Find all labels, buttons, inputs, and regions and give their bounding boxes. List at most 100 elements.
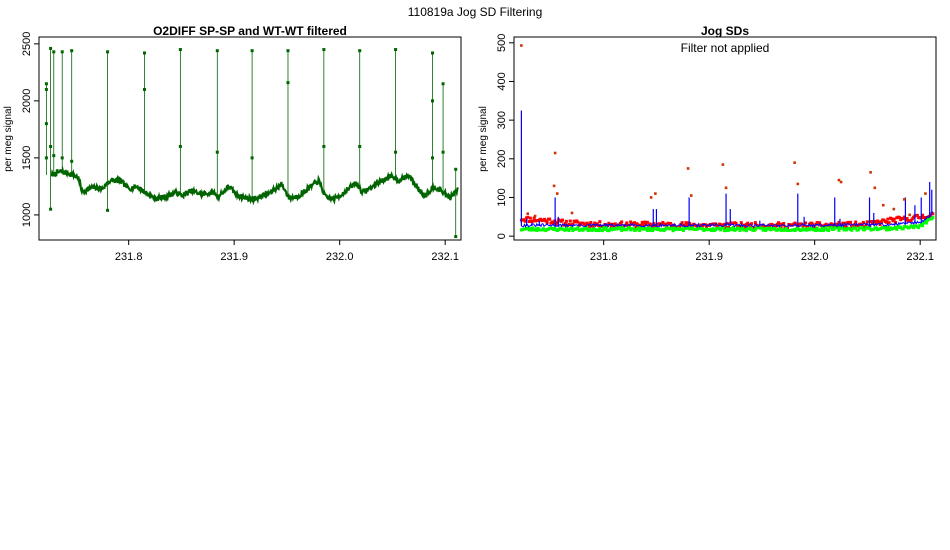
jog-sd-green-point xyxy=(824,226,828,230)
jog-sd-red-point xyxy=(633,221,637,225)
jog-sd-green-point xyxy=(553,226,557,230)
jog-sd-green-point xyxy=(778,226,782,230)
jog-sd-green-point xyxy=(883,226,887,230)
jog-sd-green-point xyxy=(760,226,764,230)
jog-sd-red-point xyxy=(688,222,692,226)
jog-sd-red-point xyxy=(576,220,580,224)
jog-sd-outlier-point xyxy=(649,196,653,199)
jog-sd-green-point xyxy=(863,228,867,232)
o2diff-y-axis: 1000 1500 2000 2500 xyxy=(21,32,39,227)
jog-sd-red-point xyxy=(548,217,552,221)
jog-sd-red-point xyxy=(813,226,817,230)
jog-sd-green-point xyxy=(773,227,777,231)
jog-sd-red-point xyxy=(545,220,549,224)
jog-sd-red-point xyxy=(879,220,883,224)
jog-sd-red-point xyxy=(867,220,871,224)
jog-sd-green-point xyxy=(638,229,642,233)
o2diff-plot-box xyxy=(38,36,462,241)
jog-sd-red-point xyxy=(746,221,750,225)
o2diff-spike-point xyxy=(70,49,74,53)
jog-sd-outlier-point xyxy=(873,186,877,190)
jog-sd-red-point xyxy=(854,220,858,224)
jog-sd-outlier-point xyxy=(924,192,927,195)
jog-sd-green-point xyxy=(744,229,748,233)
y-tick-label: 100 xyxy=(496,188,508,206)
jog-sd-plot-box xyxy=(513,36,937,241)
jog-sd-red-point xyxy=(598,220,602,224)
jog-sd-red-point xyxy=(643,220,647,224)
jog-sd-green-point xyxy=(671,229,675,233)
o2diff-spike-point xyxy=(52,50,56,54)
jog-sd-red-point xyxy=(672,224,676,228)
jog-sd-red-point xyxy=(810,221,814,225)
jog-sd-outlier-point xyxy=(555,192,559,195)
o2diff-spike-point xyxy=(49,46,53,50)
jog-sd-green-point xyxy=(600,229,604,233)
jog-sd-green-point xyxy=(620,228,624,232)
o2diff-spike-point xyxy=(431,99,435,103)
o2diff-spike-point xyxy=(178,144,182,148)
x-tick-label: 231.8 xyxy=(590,251,618,263)
jog-sd-green-point xyxy=(734,228,738,232)
jog-sd-red-point xyxy=(593,221,597,225)
jog-sd-red-point xyxy=(885,220,889,224)
o2diff-spike-point xyxy=(44,82,48,86)
y-tick-label: 400 xyxy=(496,72,508,90)
jog-sd-red-point xyxy=(609,224,613,228)
jog-sd-red-point xyxy=(861,221,865,225)
jog-sd-green-point xyxy=(636,226,640,230)
jog-sd-outlier-point xyxy=(892,207,896,211)
jog-sd-green-point xyxy=(531,226,535,230)
jog-sd-red-point xyxy=(651,225,655,229)
jog-sd-green-point xyxy=(526,226,530,230)
o2diff-spike-point xyxy=(106,208,110,212)
jog-sd-red-point xyxy=(761,223,765,227)
o2diff-spike-point xyxy=(431,51,435,55)
jog-sd-red-point xyxy=(640,220,644,224)
jog-sd-red-point xyxy=(774,224,778,228)
jog-sd-green-point xyxy=(856,228,860,232)
o2diff-spike-point xyxy=(44,122,48,126)
jog-sd-green-point xyxy=(885,228,889,232)
jog-sd-green-point xyxy=(814,229,818,233)
o2diff-spike-point xyxy=(454,235,458,239)
jog-sd-green-point xyxy=(917,226,921,230)
figure-title: 110819a Jog SD Filtering xyxy=(408,5,543,19)
jog-sd-red-point xyxy=(589,221,593,225)
jog-sd-green-point xyxy=(860,226,864,230)
jog-sd-red-point xyxy=(568,219,572,223)
jog-sd-outlier-point xyxy=(724,186,728,190)
jog-sd-red-point xyxy=(931,212,935,216)
jog-sd-red-point xyxy=(680,221,684,225)
o2diff-spike-point xyxy=(431,156,435,160)
jog-sd-green-point xyxy=(895,227,899,231)
jog-sd-red-point xyxy=(588,224,592,228)
x-tick-label: 232.0 xyxy=(801,251,829,263)
jog-sd-green-point xyxy=(719,228,723,232)
o2diff-spike-point xyxy=(322,48,326,52)
jog-sd-green-point xyxy=(810,226,814,230)
jog-sd-green-point xyxy=(597,229,601,233)
jog-sd-red-point xyxy=(571,222,575,226)
jog-sd-red-point xyxy=(684,221,688,225)
jog-sd-outlier-point xyxy=(526,212,530,216)
jog-sd-green-point xyxy=(768,226,772,230)
jog-sd-red-point xyxy=(873,220,877,224)
jog-sd-green-point xyxy=(832,227,836,231)
jog-sd-red-point xyxy=(660,222,664,226)
jog-sd-red-point xyxy=(634,225,638,229)
o2diff-spike-point xyxy=(286,49,290,53)
o2diff-spike-point xyxy=(358,144,362,148)
o2diff-spike-point xyxy=(215,150,219,154)
jog-sd-green-point xyxy=(711,227,715,231)
jog-sd-red-point xyxy=(586,222,590,226)
jog-sd-red-point xyxy=(734,221,738,225)
jog-sd-outlier-point xyxy=(908,213,911,217)
y-tick-label: 1500 xyxy=(21,146,33,170)
jog-sd-green-point xyxy=(647,226,651,230)
o2diff-baseline-trace xyxy=(50,166,459,206)
jog-sd-red-point xyxy=(647,224,651,228)
jog-sd-green-point xyxy=(886,225,890,229)
y-tick-label: 500 xyxy=(496,34,508,52)
jog-sd-outlier-point xyxy=(903,198,906,201)
